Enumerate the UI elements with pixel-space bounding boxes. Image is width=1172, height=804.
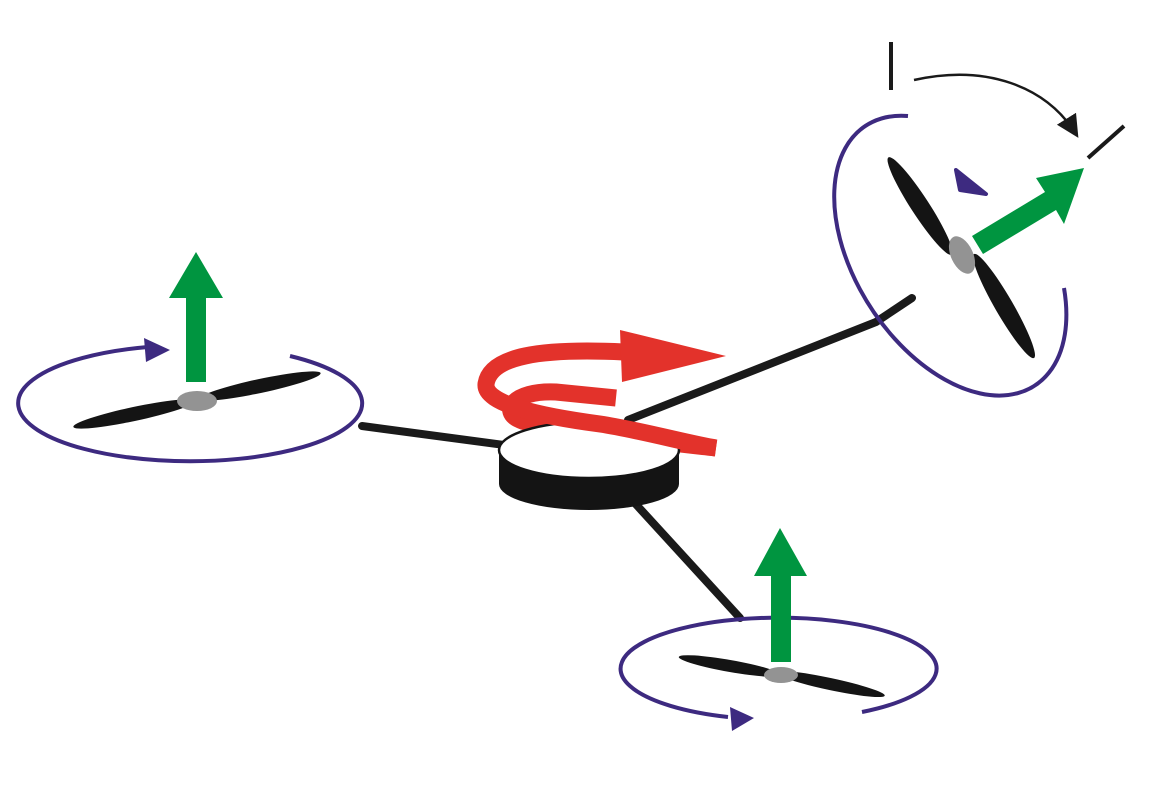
arm-bottom: [628, 496, 744, 622]
tilt-arrow: [913, 73, 1079, 138]
rotor-hub-right: [948, 236, 976, 274]
rotation-arrowhead-left: [144, 338, 170, 362]
frame-arms: [358, 294, 916, 622]
rotor-hub-left: [177, 391, 217, 411]
tilt-indicator: [889, 42, 1126, 160]
propeller-blade-left-a: [199, 371, 321, 401]
arm-right: [624, 294, 916, 424]
propeller-blade-bottom-a: [678, 655, 782, 677]
central-body: [477, 330, 726, 510]
propeller-blade-bottom-b: [775, 670, 885, 698]
thrust-arrow-right: [972, 168, 1084, 254]
propeller-blade-right-a: [887, 157, 953, 255]
rotor-hub-bottom: [764, 667, 798, 683]
arm-left: [358, 422, 516, 450]
rotor-right-tilted: [832, 113, 1084, 398]
yaw-arrow: [477, 342, 718, 457]
thrust-arrow-bottom: [754, 528, 807, 662]
rotor-ring-left: [16, 345, 365, 464]
tilt-reference-angled: [1086, 124, 1126, 160]
propeller-blade-left-b: [73, 399, 195, 429]
rotor-left: [16, 252, 365, 464]
rotation-arrowhead-right: [954, 168, 988, 196]
thrust-arrow-left: [169, 252, 223, 382]
propeller-blade-right-b: [973, 253, 1035, 359]
rotor-ring-bottom: [618, 615, 939, 719]
rotor-bottom: [618, 528, 939, 731]
rotor-ring-right: [832, 113, 1069, 398]
rotation-arrowhead-bottom: [730, 707, 754, 731]
yaw-arrowhead: [620, 330, 726, 382]
